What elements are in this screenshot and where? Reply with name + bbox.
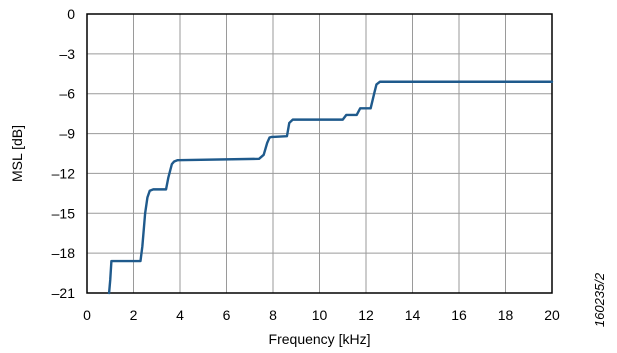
x-tick-label: 20 [544, 307, 560, 323]
x-tick-label: 6 [223, 307, 231, 323]
y-tick-label: 0 [67, 6, 75, 22]
y-tick-label: –9 [59, 126, 75, 142]
series-line [107, 80, 554, 295]
y-tick-label: –3 [59, 46, 75, 62]
x-tick-label: 4 [176, 307, 184, 323]
y-tick-label: –6 [59, 86, 75, 102]
x-tick-label: 18 [498, 307, 514, 323]
x-tick-label: 16 [451, 307, 467, 323]
y-tick-label: –15 [52, 205, 76, 221]
grid [87, 14, 552, 293]
x-axis-ticks: 0 2 4 6 8 10 12 14 16 18 20 [83, 307, 560, 323]
x-axis-title: Frequency [kHz] [269, 331, 371, 347]
y-axis-ticks: 0 –3 –6 –9 –12 –15 –18 –21 [52, 6, 76, 301]
plot-frame [86, 13, 553, 294]
x-tick-label: 12 [358, 307, 374, 323]
x-tick-label: 10 [312, 307, 328, 323]
y-tick-label: –12 [52, 165, 76, 181]
y-axis-title: MSL [dB] [9, 125, 25, 182]
x-tick-label: 14 [405, 307, 421, 323]
x-tick-label: 2 [130, 307, 138, 323]
y-tick-label: –21 [52, 285, 76, 301]
y-tick-label: –18 [52, 245, 76, 261]
figure-id: 160235/2 [592, 272, 607, 327]
x-tick-label: 0 [83, 307, 91, 323]
x-tick-label: 8 [269, 307, 277, 323]
